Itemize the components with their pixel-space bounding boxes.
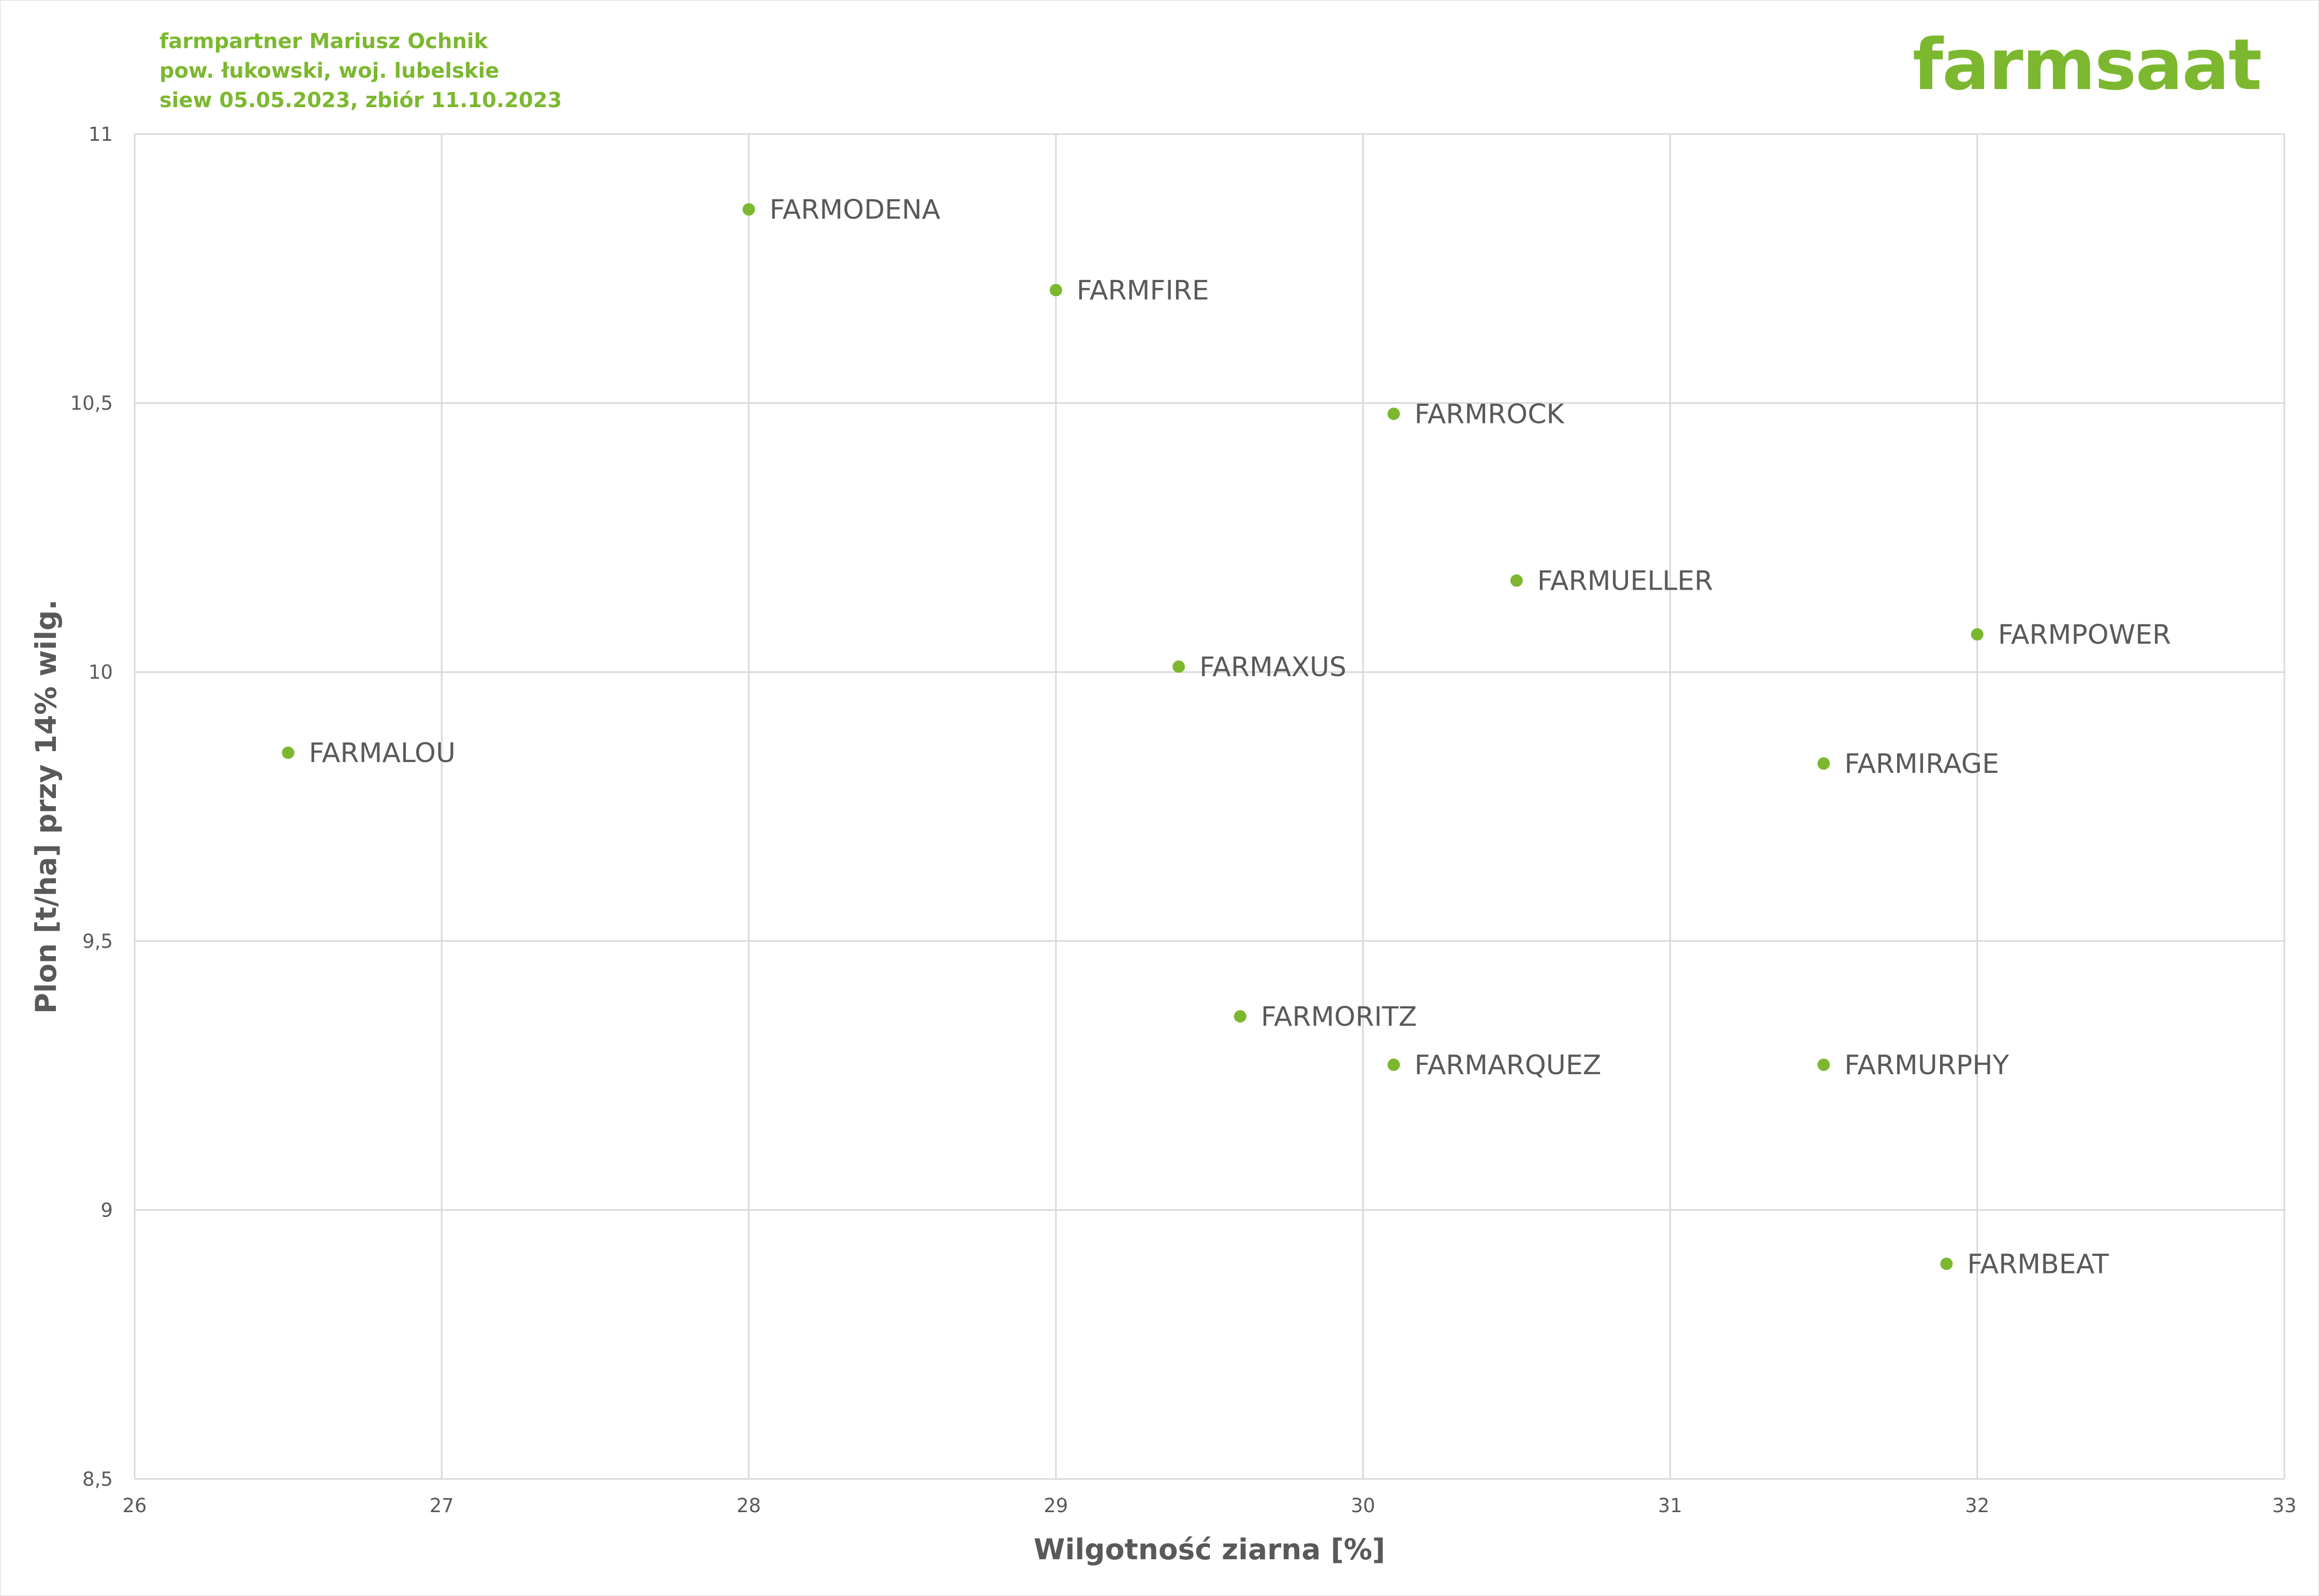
data-point-farmalou	[282, 746, 295, 759]
data-point-farmurphy	[1817, 1058, 1830, 1071]
data-point-farmirage	[1817, 757, 1830, 770]
data-point-farmpower	[1971, 628, 1984, 641]
point-label-farmodena: FARMODENA	[770, 194, 941, 225]
point-label-farmfire: FARMFIRE	[1077, 275, 1209, 306]
data-point-farmaxus	[1172, 660, 1185, 673]
point-label-farmirage: FARMIRAGE	[1844, 749, 1999, 780]
trial-farm-name: farmpartner Mariusz Ochnik	[159, 30, 488, 53]
x-tick-label-27: 27	[430, 1495, 454, 1517]
data-point-farmbeat	[1940, 1257, 1953, 1270]
point-label-farmalou: FARMALOU	[309, 738, 456, 769]
point-label-farmarquez: FARMARQUEZ	[1414, 1050, 1601, 1081]
tick-labels: 26 27 28 29 30 31 32 33 8,5 9 9,5 10 10,5 11	[70, 123, 2297, 1517]
x-tick-label-33: 33	[2272, 1495, 2296, 1517]
trial-info: farmpartner Mariusz Ochnik pow. łukowski…	[159, 27, 562, 115]
x-tick-label-28: 28	[737, 1495, 761, 1517]
point-label-farmaxus: FARMAXUS	[1199, 652, 1346, 683]
data-point-farmfire	[1049, 284, 1062, 297]
x-tick-label-32: 32	[1965, 1495, 1989, 1517]
x-tick-label-26: 26	[122, 1495, 146, 1517]
point-label-farmbeat: FARMBEAT	[1967, 1249, 2109, 1280]
y-axis-title: Plon [t/ha] przy 14% wilg.	[30, 599, 63, 1014]
data-point-farmodena	[742, 203, 755, 216]
x-tick-label-29: 29	[1044, 1495, 1068, 1517]
data-points: FARMODENA FARMFIRE FARMROCK FARMUELLER FARMP…	[282, 194, 2171, 1280]
data-point-farmueller	[1510, 574, 1523, 587]
data-point-farmarquez	[1387, 1058, 1400, 1071]
y-tick-label-10: 10	[89, 661, 113, 683]
point-label-farmurphy: FARMURPHY	[1844, 1050, 2009, 1081]
point-label-farmrock: FARMROCK	[1414, 399, 1565, 430]
y-tick-label-9: 9	[100, 1199, 113, 1221]
x-axis-title: Wilgotność ziarna [%]	[1034, 1533, 1385, 1566]
data-point-farmoritz	[1234, 1010, 1246, 1023]
point-label-farmueller: FARMUELLER	[1537, 566, 1713, 597]
trial-location: pow. łukowski, woj. lubelskie	[159, 59, 500, 83]
farmsaat-logo: farmsaat	[1912, 24, 2262, 106]
point-label-farmoritz: FARMORITZ	[1261, 1001, 1417, 1032]
x-tick-label-30: 30	[1351, 1495, 1375, 1517]
grid-lines	[134, 133, 2285, 1480]
trial-dates: siew 05.05.2023, zbiór 11.10.2023	[159, 89, 562, 112]
y-tick-label-11: 11	[89, 123, 113, 145]
y-tick-label-9-5: 9,5	[82, 930, 113, 953]
y-tick-label-10-5: 10,5	[70, 392, 113, 415]
x-tick-label-31: 31	[1658, 1495, 1682, 1517]
point-label-farmpower: FARMPOWER	[1998, 619, 2171, 650]
data-point-farmrock	[1387, 407, 1400, 420]
y-tick-label-8-5: 8,5	[82, 1468, 113, 1490]
